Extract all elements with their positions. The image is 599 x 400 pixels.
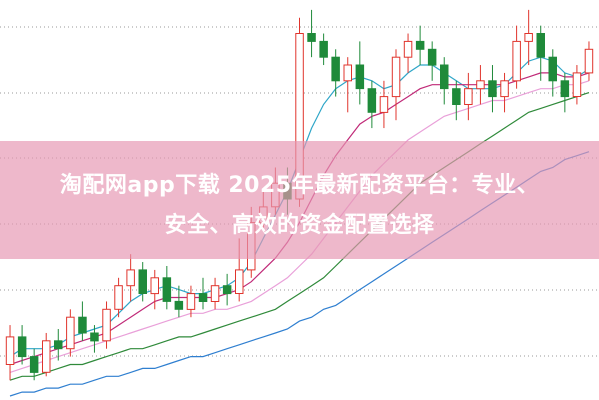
candle <box>138 262 147 302</box>
candle <box>548 49 557 97</box>
candle <box>440 57 449 105</box>
candle-body-down <box>198 293 208 303</box>
candle-body-down <box>90 332 99 342</box>
candle-body-down <box>367 88 377 113</box>
candle-body-up <box>126 269 135 287</box>
candle <box>536 25 545 81</box>
candle <box>54 329 63 361</box>
candle-body-up <box>235 269 244 294</box>
banner-title-line-1: 淘配网app下载 2025年最新配资平台：专业、 <box>59 173 540 198</box>
candle-body-down <box>222 285 232 295</box>
candle-body-down <box>452 88 461 105</box>
candle-body-up <box>476 80 485 90</box>
candle-body-up <box>42 340 51 373</box>
candle-body-down <box>560 80 570 98</box>
candle <box>198 277 208 310</box>
candle-body-up <box>512 40 521 82</box>
candle <box>355 41 365 105</box>
candle-body-up <box>102 308 111 342</box>
candle <box>415 25 425 66</box>
candle-body-down <box>427 48 437 66</box>
candle-body-up <box>210 285 220 303</box>
candle-body-down <box>536 33 545 58</box>
candle-body-down <box>319 40 328 58</box>
candle-body-down <box>174 300 184 310</box>
candle-body-up <box>379 96 389 113</box>
candle-body-up <box>186 293 196 310</box>
candle <box>210 277 220 310</box>
candle-body-down <box>78 316 87 334</box>
candle <box>319 33 328 66</box>
candle <box>307 9 316 58</box>
candle-body-down <box>307 33 316 42</box>
candle <box>162 265 172 310</box>
candle <box>5 325 15 381</box>
candle <box>500 72 509 113</box>
candle <box>102 301 111 349</box>
candle <box>126 254 135 302</box>
candle <box>476 65 485 105</box>
candle <box>488 65 497 113</box>
candle <box>222 273 232 306</box>
candle <box>512 25 521 89</box>
candle <box>114 277 123 318</box>
candle-body-down <box>138 269 147 294</box>
candle-body-up <box>114 285 123 310</box>
candle <box>427 41 437 81</box>
candle-body-up <box>5 336 15 365</box>
candle-body-down <box>331 56 340 82</box>
candle <box>572 65 582 105</box>
candle-body-up <box>464 88 473 105</box>
candle <box>343 57 352 113</box>
candle-body-down <box>17 336 27 358</box>
candle <box>584 41 594 81</box>
candle <box>78 301 87 341</box>
title-banner <box>0 141 599 259</box>
candle <box>17 325 27 365</box>
candle-body-up <box>524 33 533 42</box>
candle-body-down <box>355 64 365 90</box>
candle-body-up <box>403 40 413 58</box>
candle-body-up <box>150 277 159 295</box>
candle-body-up <box>391 56 401 98</box>
candle <box>29 348 39 381</box>
candle <box>560 72 570 113</box>
candle-body-down <box>162 277 172 302</box>
candle <box>90 325 99 353</box>
candle <box>42 332 51 377</box>
candle-body-up <box>572 72 582 98</box>
candle-body-down <box>488 80 497 98</box>
moving-average-line <box>9 92 590 381</box>
candle-body-down <box>415 40 425 50</box>
candle-body-down <box>54 340 63 350</box>
candle <box>150 269 159 310</box>
candle <box>66 309 75 357</box>
candles <box>5 9 594 381</box>
candle <box>403 33 413 73</box>
candle-body-up <box>66 316 75 350</box>
candle-body-up <box>500 80 509 98</box>
candle-body-down <box>548 56 557 82</box>
candle <box>452 80 461 121</box>
banner-title-line-2: 安全、高效的资金配置选择 <box>164 213 435 238</box>
candle <box>379 80 389 129</box>
candle <box>331 49 340 97</box>
candle <box>174 285 184 318</box>
candle-body-up <box>343 64 352 82</box>
candle-body-down <box>29 356 39 373</box>
candle-body-up <box>584 48 594 74</box>
candle <box>367 80 377 129</box>
candle <box>391 49 401 121</box>
candle-body-down <box>440 64 449 90</box>
candle <box>524 9 533 66</box>
candle <box>464 72 473 121</box>
candle <box>186 285 196 318</box>
